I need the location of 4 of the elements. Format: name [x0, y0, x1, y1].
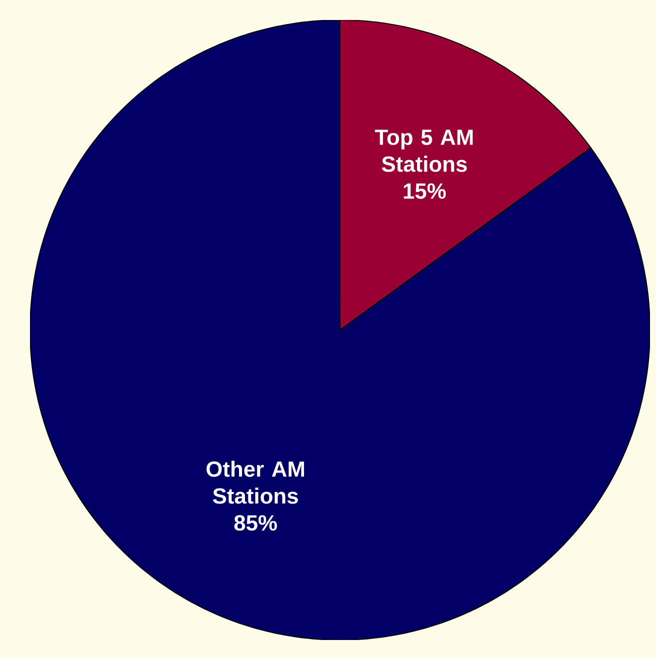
data-label: 15% — [404, 183, 446, 199]
slice-label: Top 5 AM Stations — [374, 130, 473, 172]
slice-label: Other AM Stations — [206, 460, 304, 504]
data-label: 85% — [234, 515, 277, 531]
